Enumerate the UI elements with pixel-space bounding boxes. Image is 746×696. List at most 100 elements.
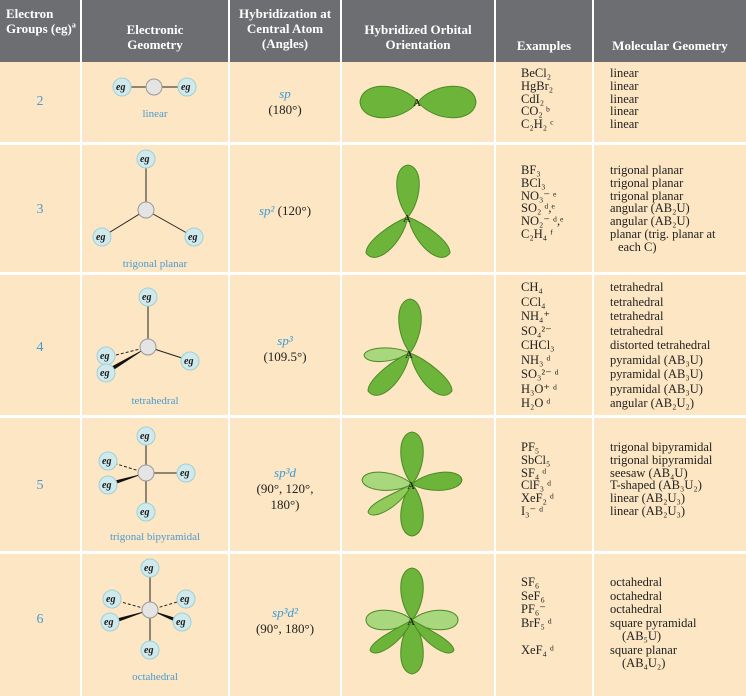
molecular-item: linear (AB₂U₃) bbox=[610, 491, 686, 506]
molecular-item: pyramidal (AB₃U) bbox=[610, 381, 703, 396]
example-item: NO₃⁻ ᵉ bbox=[521, 188, 557, 203]
molecular-item: linear bbox=[610, 91, 639, 106]
geometry-label-linear: linear bbox=[142, 108, 168, 120]
example-item: NH₄⁺ bbox=[521, 309, 551, 323]
molecular-item: linear bbox=[610, 117, 639, 132]
example-item: SF₄ ᵈ bbox=[521, 465, 547, 480]
svg-text:eg: eg bbox=[100, 351, 109, 362]
header-geometry-text: Electronic Geometry bbox=[126, 22, 184, 52]
molecular-item: linear bbox=[610, 78, 639, 93]
example-item: HgBr₂ bbox=[521, 78, 554, 93]
header-orientation: Hybridized Orbital Orientation bbox=[342, 0, 494, 62]
example-item: XeF₄ ᵈ bbox=[521, 642, 554, 657]
molecular-item: planar (trig. planar at bbox=[610, 226, 716, 241]
example-item: I₃⁻ ᵈ bbox=[521, 503, 544, 518]
examples-row-3: BF₃ BCl₃ NO₃⁻ ᵉ SO₂ ᵈ,ᵉ NO₂⁻ ᵈ,ᵉ C₂H₄ ᶠ bbox=[521, 164, 563, 241]
trigonal-bipyramidal-geometry-figure: eg eg eg eg eg bbox=[98, 426, 196, 522]
molecular-item: pyramidal (AB₃U) bbox=[610, 367, 703, 381]
hyb-angles: (109.5°) bbox=[263, 349, 307, 364]
header-groups-text: Electron Groups (eg) bbox=[6, 6, 72, 36]
molecular-item: seesaw (AB₄U) bbox=[610, 465, 688, 480]
molecular-row-5: trigonal bipyramidal trigonal bipyramida… bbox=[610, 441, 742, 518]
molecular-item: octahedral bbox=[610, 602, 663, 616]
molecular-item: angular (AB₂U₂) bbox=[610, 396, 695, 410]
geometry-label-trigonal-planar: trigonal planar bbox=[122, 258, 188, 270]
hyb-angles: (180°) bbox=[268, 102, 302, 117]
trigonal-planar-geometry-figure: eg eg eg bbox=[92, 149, 204, 247]
header-molecular-text: Molecular Geometry bbox=[612, 38, 728, 53]
hyb-symbol: sp³ bbox=[277, 333, 293, 348]
example-item: CCl₄ bbox=[521, 294, 546, 309]
example-item: H₃O⁺ ᵈ bbox=[521, 381, 558, 396]
example-item: CHCl₃ bbox=[521, 338, 555, 352]
hyb-angles: (90°, 180°) bbox=[255, 621, 315, 636]
examples-row-5: PF₅ SbCl₅ SF₄ ᵈ ClF₃ ᵈ XeF₂ ᵈ I₃⁻ ᵈ bbox=[521, 441, 554, 518]
molecular-item: angular (AB₂U) bbox=[610, 201, 690, 216]
hybridization-sp: sp (180°) bbox=[230, 86, 340, 118]
svg-text:eg: eg bbox=[100, 368, 109, 379]
molecular-item: trigonal planar bbox=[610, 175, 684, 190]
example-item: BF₃ bbox=[521, 163, 541, 177]
header-orientation-text: Hybridized Orbital Orientation bbox=[364, 22, 472, 52]
col-sep-1 bbox=[80, 0, 82, 696]
molecular-item: pyramidal (AB₃U) bbox=[610, 352, 703, 367]
svg-text:eg: eg bbox=[176, 617, 185, 628]
example-item: SF₆ bbox=[521, 575, 540, 589]
svg-text:eg: eg bbox=[188, 232, 197, 243]
sp2-orbital-figure: A bbox=[365, 164, 451, 258]
example-item: SeF₆ bbox=[521, 588, 545, 603]
hyb-symbol: sp bbox=[279, 86, 291, 101]
sp3d2-orbital-figure: A bbox=[365, 567, 459, 675]
col-sep-2 bbox=[228, 0, 230, 696]
sp3-orbital-figure: A bbox=[363, 298, 453, 396]
molecular-item: tetrahedral bbox=[610, 323, 664, 338]
molecular-row-2: linear linear linear linear linear bbox=[610, 67, 742, 131]
example-item: SO₄²⁻ bbox=[521, 323, 552, 338]
examples-row-2: BeCl₂ HgBr₂ CdI₂ CO₂ ᵇ C₂H₂ ᶜ bbox=[521, 67, 553, 131]
svg-text:eg: eg bbox=[104, 617, 113, 628]
svg-text:eg: eg bbox=[180, 468, 189, 479]
molecular-item: square pyramidal bbox=[610, 615, 697, 630]
geometry-label-tetrahedral: tetrahedral bbox=[131, 395, 179, 407]
example-item: H₂O ᵈ bbox=[521, 396, 551, 410]
example-item: BeCl₂ bbox=[521, 66, 552, 80]
example-item: ClF₃ ᵈ bbox=[521, 478, 552, 493]
svg-text:eg: eg bbox=[184, 356, 193, 367]
molecular-item: (AB₄U₂) bbox=[622, 656, 666, 670]
example-item: CH₄ bbox=[521, 280, 543, 294]
header-examples: Examples bbox=[496, 0, 592, 62]
groups-2: 2 bbox=[36, 94, 44, 109]
molecular-item: trigonal planar bbox=[610, 163, 684, 177]
example-item: C₂H₂ ᶜ bbox=[521, 117, 554, 132]
geometry-label-octahedral: octahedral bbox=[132, 671, 178, 683]
svg-text:A: A bbox=[407, 616, 415, 628]
molecular-item: (AB₅U) bbox=[622, 629, 662, 643]
hyb-angles-2: 180°) bbox=[270, 497, 300, 512]
molecular-item: T-shaped (AB₃U₂) bbox=[610, 478, 702, 493]
sp-orbital-figure: A bbox=[359, 85, 477, 119]
svg-text:eg: eg bbox=[106, 594, 115, 605]
svg-text:eg: eg bbox=[102, 480, 111, 491]
molecular-item: each C) bbox=[618, 239, 657, 254]
svg-text:eg: eg bbox=[140, 431, 149, 442]
molecular-item: linear bbox=[610, 104, 639, 119]
svg-text:eg: eg bbox=[144, 645, 153, 656]
molecular-row-3: trigonal planar trigonal planar trigonal… bbox=[610, 164, 742, 254]
groups-3: 3 bbox=[36, 202, 44, 217]
example-item: SbCl₅ bbox=[521, 452, 551, 467]
example-item bbox=[521, 630, 554, 644]
hyb-symbol: sp³d bbox=[274, 465, 296, 480]
col-sep-3 bbox=[340, 0, 342, 696]
svg-text:eg: eg bbox=[180, 594, 189, 605]
geometry-label-trigonal-bipyramidal: trigonal bipyramidal bbox=[109, 531, 201, 543]
col-sep-4 bbox=[494, 0, 496, 696]
molecular-row-6: octahedral octahedral octahedral square … bbox=[610, 575, 742, 671]
hyb-angles: (120°) bbox=[277, 203, 312, 218]
col-sep-5 bbox=[592, 0, 594, 696]
molecular-item: octahedral bbox=[610, 588, 663, 603]
molecular-item: linear bbox=[610, 66, 639, 80]
svg-text:eg: eg bbox=[142, 292, 151, 303]
example-item: SO₂ ᵈ,ᵉ bbox=[521, 201, 555, 216]
svg-text:eg: eg bbox=[144, 563, 153, 574]
